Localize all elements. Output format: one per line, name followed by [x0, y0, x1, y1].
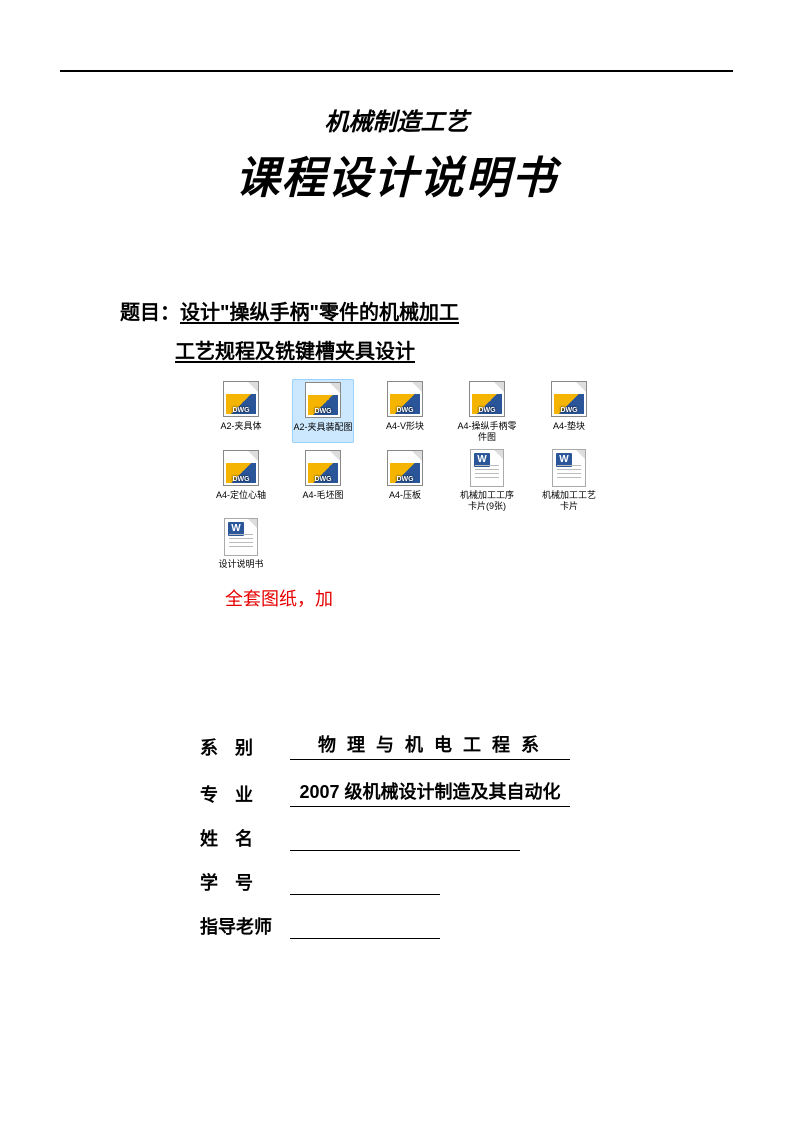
dept-value: 物 理 与 机 电 工 程 系: [290, 731, 570, 760]
info-fields: 系 别 物 理 与 机 电 工 程 系 专 业 2007 级机械设计制造及其自动…: [200, 731, 733, 939]
dwg-file-icon: DWG: [385, 379, 425, 419]
file-icons-grid: DWGA2-夹具体DWGA2-夹具装配图DWGA4-V形块DWGA4-操纵手柄零…: [210, 379, 610, 570]
file-label: A4-压板: [389, 490, 421, 501]
file-item[interactable]: DWG A4-垫块: [538, 379, 600, 443]
file-label: A2-夹具装配图: [293, 422, 352, 433]
field-id: 学 号: [200, 869, 733, 895]
field-advisor: 指导老师: [200, 913, 733, 939]
dwg-file-icon: DWG: [549, 379, 589, 419]
doc-file-icon: W: [467, 448, 507, 488]
field-major: 专 业 2007 级机械设计制造及其自动化: [200, 778, 733, 807]
file-row: DWGA2-夹具体DWGA2-夹具装配图DWGA4-V形块DWGA4-操纵手柄零…: [210, 379, 610, 443]
file-label: A4-定位心轴: [216, 490, 266, 501]
file-label: 机械加工工艺卡片: [538, 490, 600, 512]
file-label: A4-毛坯图: [302, 490, 343, 501]
file-item[interactable]: W机械加工工艺卡片: [538, 448, 600, 512]
file-label: A4-操纵手柄零件图: [456, 421, 518, 443]
dwg-file-icon: DWG: [303, 448, 343, 488]
dwg-file-icon: DWG: [385, 448, 425, 488]
doc-file-icon: W: [221, 517, 261, 557]
file-item[interactable]: DWG A4-定位心轴: [210, 448, 272, 512]
topic-section: 题目：设计"操纵手柄"零件的机械加工: [120, 296, 733, 325]
name-label: 姓 名: [200, 825, 290, 851]
field-name: 姓 名: [200, 825, 733, 851]
file-row: W 设计说明书: [210, 517, 610, 570]
field-department: 系 别 物 理 与 机 电 工 程 系: [200, 731, 733, 760]
file-row: DWGA4-定位心轴DWGA4-毛坯图DWGA4-压板W机械加工工序卡片(9张)…: [210, 448, 610, 512]
file-label: A2-夹具体: [220, 421, 261, 432]
header-rule: [60, 70, 733, 72]
name-value: [290, 831, 520, 851]
dept-label: 系 别: [200, 734, 290, 760]
dwg-file-icon: DWG: [467, 379, 507, 419]
file-item[interactable]: W 设计说明书: [210, 517, 272, 570]
topic-label: 题目：: [120, 302, 180, 324]
id-value: [290, 875, 440, 895]
topic-line-1: 设计"操纵手柄"零件的机械加工: [180, 302, 459, 324]
file-item[interactable]: W机械加工工序卡片(9张): [456, 448, 518, 512]
file-label: A4-垫块: [553, 421, 585, 432]
advisor-value: [290, 919, 440, 939]
file-item[interactable]: DWG A2-夹具体: [210, 379, 272, 443]
file-item[interactable]: DWG A4-毛坯图: [292, 448, 354, 512]
main-title: 课程设计说明书: [60, 142, 733, 206]
file-item[interactable]: DWGA4-操纵手柄零件图: [456, 379, 518, 443]
dwg-file-icon: DWG: [303, 380, 343, 420]
topic-line-2: 工艺规程及铣键槽夹具设计: [175, 335, 733, 364]
file-item[interactable]: DWG A2-夹具装配图: [292, 379, 354, 443]
file-label: 机械加工工序卡片(9张): [456, 490, 518, 512]
doc-file-icon: W: [549, 448, 589, 488]
file-label: 设计说明书: [218, 559, 263, 570]
file-label: A4-V形块: [386, 421, 424, 432]
dwg-file-icon: DWG: [221, 379, 261, 419]
super-title: 机械制造工艺: [60, 102, 733, 137]
major-value: 2007 级机械设计制造及其自动化: [290, 778, 570, 807]
major-label: 专 业: [200, 781, 290, 807]
file-item[interactable]: DWG A4-V形块: [374, 379, 436, 443]
advisor-label: 指导老师: [200, 913, 290, 939]
id-label: 学 号: [200, 869, 290, 895]
dwg-file-icon: DWG: [221, 448, 261, 488]
red-note: 全套图纸，加: [225, 585, 733, 611]
file-item[interactable]: DWG A4-压板: [374, 448, 436, 512]
